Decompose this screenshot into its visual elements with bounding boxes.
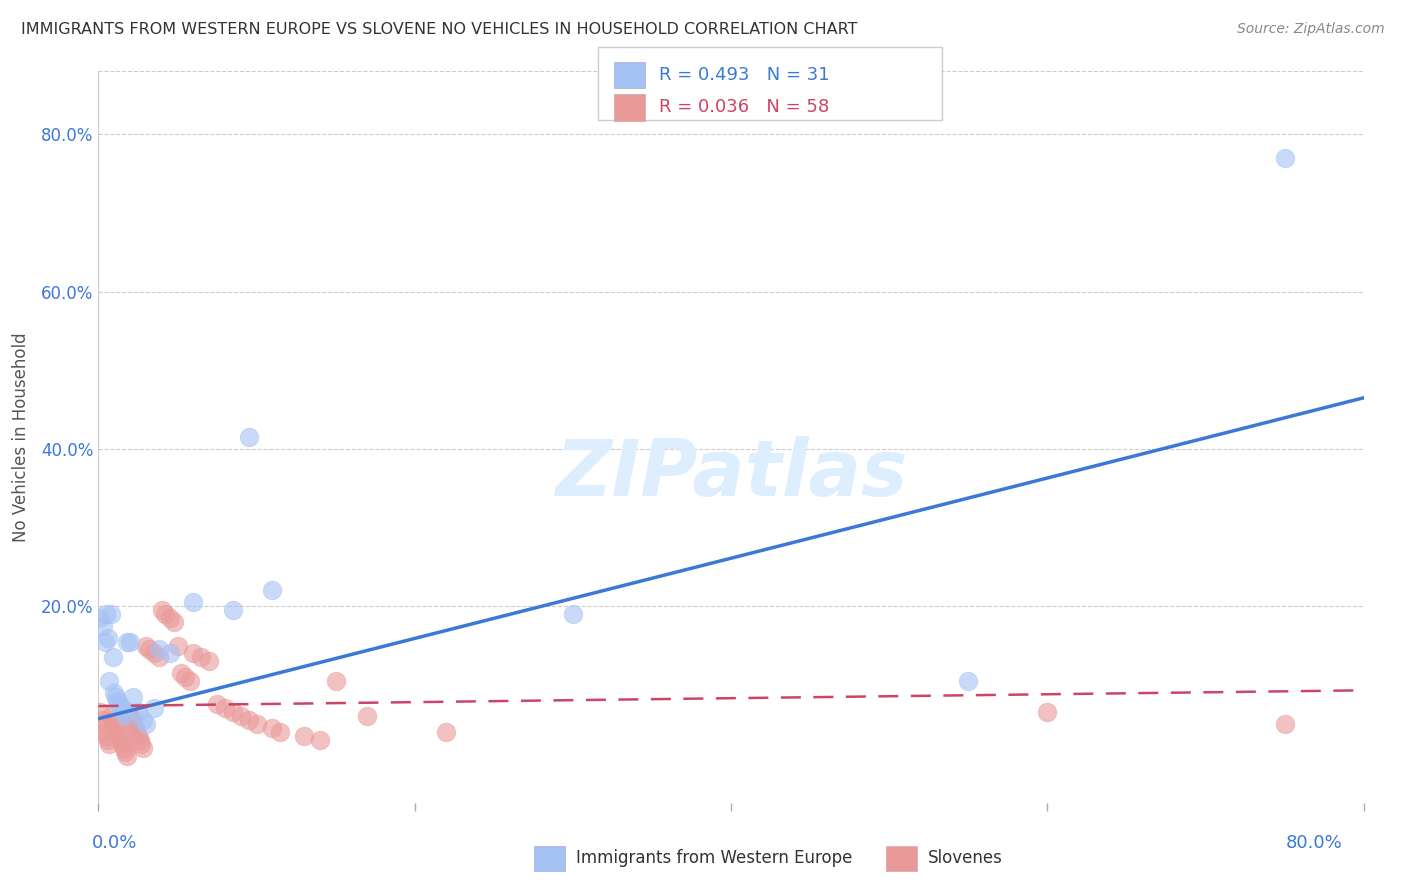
Point	[262, 721, 284, 735]
Point	[142, 646, 165, 660]
Point	[127, 706, 149, 720]
Point	[98, 673, 121, 688]
Point	[121, 713, 143, 727]
Point	[1274, 151, 1296, 165]
Text: ZIPatlas: ZIPatlas	[555, 435, 907, 512]
Point	[107, 693, 129, 707]
Point	[238, 713, 260, 727]
Point	[110, 732, 132, 747]
Point	[97, 732, 120, 747]
Point	[561, 607, 585, 621]
Point	[356, 709, 378, 723]
Point	[114, 709, 136, 723]
Point	[269, 725, 291, 739]
Point	[238, 430, 260, 444]
Point	[138, 642, 160, 657]
Point	[122, 690, 145, 704]
Point	[179, 673, 201, 688]
Point	[1036, 706, 1059, 720]
Point	[100, 709, 122, 723]
Text: IMMIGRANTS FROM WESTERN EUROPE VS SLOVENE NO VEHICLES IN HOUSEHOLD CORRELATION C: IMMIGRANTS FROM WESTERN EUROPE VS SLOVEN…	[21, 22, 858, 37]
Y-axis label: No Vehicles in Household: No Vehicles in Household	[11, 332, 30, 542]
Point	[148, 650, 170, 665]
Point	[100, 607, 122, 621]
Point	[150, 603, 173, 617]
Point	[148, 642, 170, 657]
Point	[222, 603, 245, 617]
Text: Immigrants from Western Europe: Immigrants from Western Europe	[576, 849, 853, 867]
Point	[96, 607, 118, 621]
Point	[214, 701, 236, 715]
Point	[93, 725, 117, 739]
Point	[309, 732, 332, 747]
Point	[169, 666, 191, 681]
Point	[98, 737, 121, 751]
Point	[222, 706, 245, 720]
Point	[108, 698, 131, 712]
Point	[112, 706, 135, 720]
Point	[91, 717, 114, 731]
Point	[135, 639, 157, 653]
Point	[198, 654, 221, 668]
Text: 80.0%: 80.0%	[1286, 834, 1343, 852]
Point	[159, 646, 181, 660]
Point	[91, 619, 114, 633]
Point	[325, 673, 347, 688]
Point	[115, 634, 138, 648]
Point	[111, 701, 134, 715]
Point	[132, 713, 155, 727]
Point	[111, 737, 134, 751]
Point	[1274, 717, 1296, 731]
Point	[89, 611, 111, 625]
Point	[90, 713, 112, 727]
Text: Slovenes: Slovenes	[928, 849, 1002, 867]
Point	[122, 717, 145, 731]
Point	[183, 595, 205, 609]
Point	[89, 706, 111, 720]
Point	[112, 740, 135, 755]
Point	[120, 634, 141, 648]
Point	[153, 607, 176, 621]
Point	[115, 748, 138, 763]
Point	[229, 709, 252, 723]
Point	[262, 583, 284, 598]
Text: Source: ZipAtlas.com: Source: ZipAtlas.com	[1237, 22, 1385, 37]
Point	[108, 729, 131, 743]
Point	[135, 717, 157, 731]
Point	[292, 729, 315, 743]
Point	[117, 706, 139, 720]
Point	[174, 670, 197, 684]
Point	[163, 615, 186, 629]
Point	[166, 639, 188, 653]
Point	[159, 611, 181, 625]
Text: R = 0.493   N = 31: R = 0.493 N = 31	[659, 66, 830, 84]
Point	[205, 698, 228, 712]
Point	[142, 701, 165, 715]
Point	[436, 725, 458, 739]
Point	[128, 732, 150, 747]
Point	[97, 631, 120, 645]
Point	[101, 650, 124, 665]
Point	[103, 717, 125, 731]
Point	[114, 745, 136, 759]
Point	[127, 729, 149, 743]
Text: R = 0.036   N = 58: R = 0.036 N = 58	[659, 98, 830, 116]
Point	[190, 650, 212, 665]
Point	[96, 729, 118, 743]
Point	[93, 634, 117, 648]
Point	[132, 740, 155, 755]
Point	[120, 709, 141, 723]
Point	[124, 721, 146, 735]
Point	[125, 725, 148, 739]
Point	[104, 721, 127, 735]
Point	[107, 725, 129, 739]
Text: 0.0%: 0.0%	[91, 834, 136, 852]
Point	[129, 737, 152, 751]
Point	[103, 686, 125, 700]
Point	[101, 713, 124, 727]
Point	[246, 717, 269, 731]
Point	[957, 673, 980, 688]
Point	[104, 690, 127, 704]
Point	[183, 646, 205, 660]
